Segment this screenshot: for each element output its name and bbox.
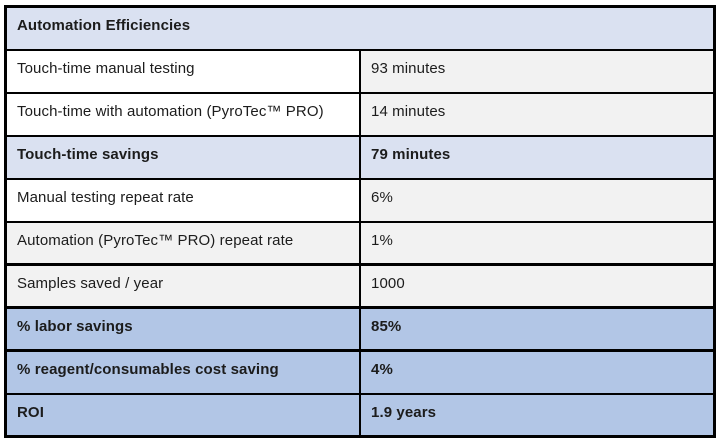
row-label: % labor savings xyxy=(4,306,361,352)
table-row: Manual testing repeat rate 6% xyxy=(4,177,716,223)
table-row-summary: ROI 1.9 years xyxy=(4,392,716,438)
automation-efficiencies-table: Automation Efficiencies Touch-time manua… xyxy=(4,5,716,438)
table-title: Automation Efficiencies xyxy=(4,5,716,51)
row-value: 1000 xyxy=(359,263,716,309)
row-label: % reagent/consumables cost saving xyxy=(4,349,361,395)
row-value: 93 minutes xyxy=(359,48,716,94)
table-row: Automation (PyroTec™ PRO) repeat rate 1% xyxy=(4,220,716,266)
row-label: Automation (PyroTec™ PRO) repeat rate xyxy=(4,220,361,266)
row-value: 1.9 years xyxy=(359,392,716,438)
table-row-summary: % labor savings 85% xyxy=(4,306,716,352)
row-label: Touch-time with automation (PyroTec™ PRO… xyxy=(4,91,361,137)
row-label: Touch-time manual testing xyxy=(4,48,361,94)
table-row: Samples saved / year 1000 xyxy=(4,263,716,309)
row-value: 4% xyxy=(359,349,716,395)
row-value: 6% xyxy=(359,177,716,223)
table-row-summary: Touch-time savings 79 minutes xyxy=(4,134,716,180)
row-value: 1% xyxy=(359,220,716,266)
table-row: Touch-time with automation (PyroTec™ PRO… xyxy=(4,91,716,137)
row-value: 85% xyxy=(359,306,716,352)
table-title-row: Automation Efficiencies xyxy=(4,5,716,51)
row-label: Manual testing repeat rate xyxy=(4,177,361,223)
row-value: 79 minutes xyxy=(359,134,716,180)
row-label: Samples saved / year xyxy=(4,263,361,309)
row-value: 14 minutes xyxy=(359,91,716,137)
row-label: Touch-time savings xyxy=(4,134,361,180)
row-label: ROI xyxy=(4,392,361,438)
table-row: Touch-time manual testing 93 minutes xyxy=(4,48,716,94)
table-row-summary: % reagent/consumables cost saving 4% xyxy=(4,349,716,395)
